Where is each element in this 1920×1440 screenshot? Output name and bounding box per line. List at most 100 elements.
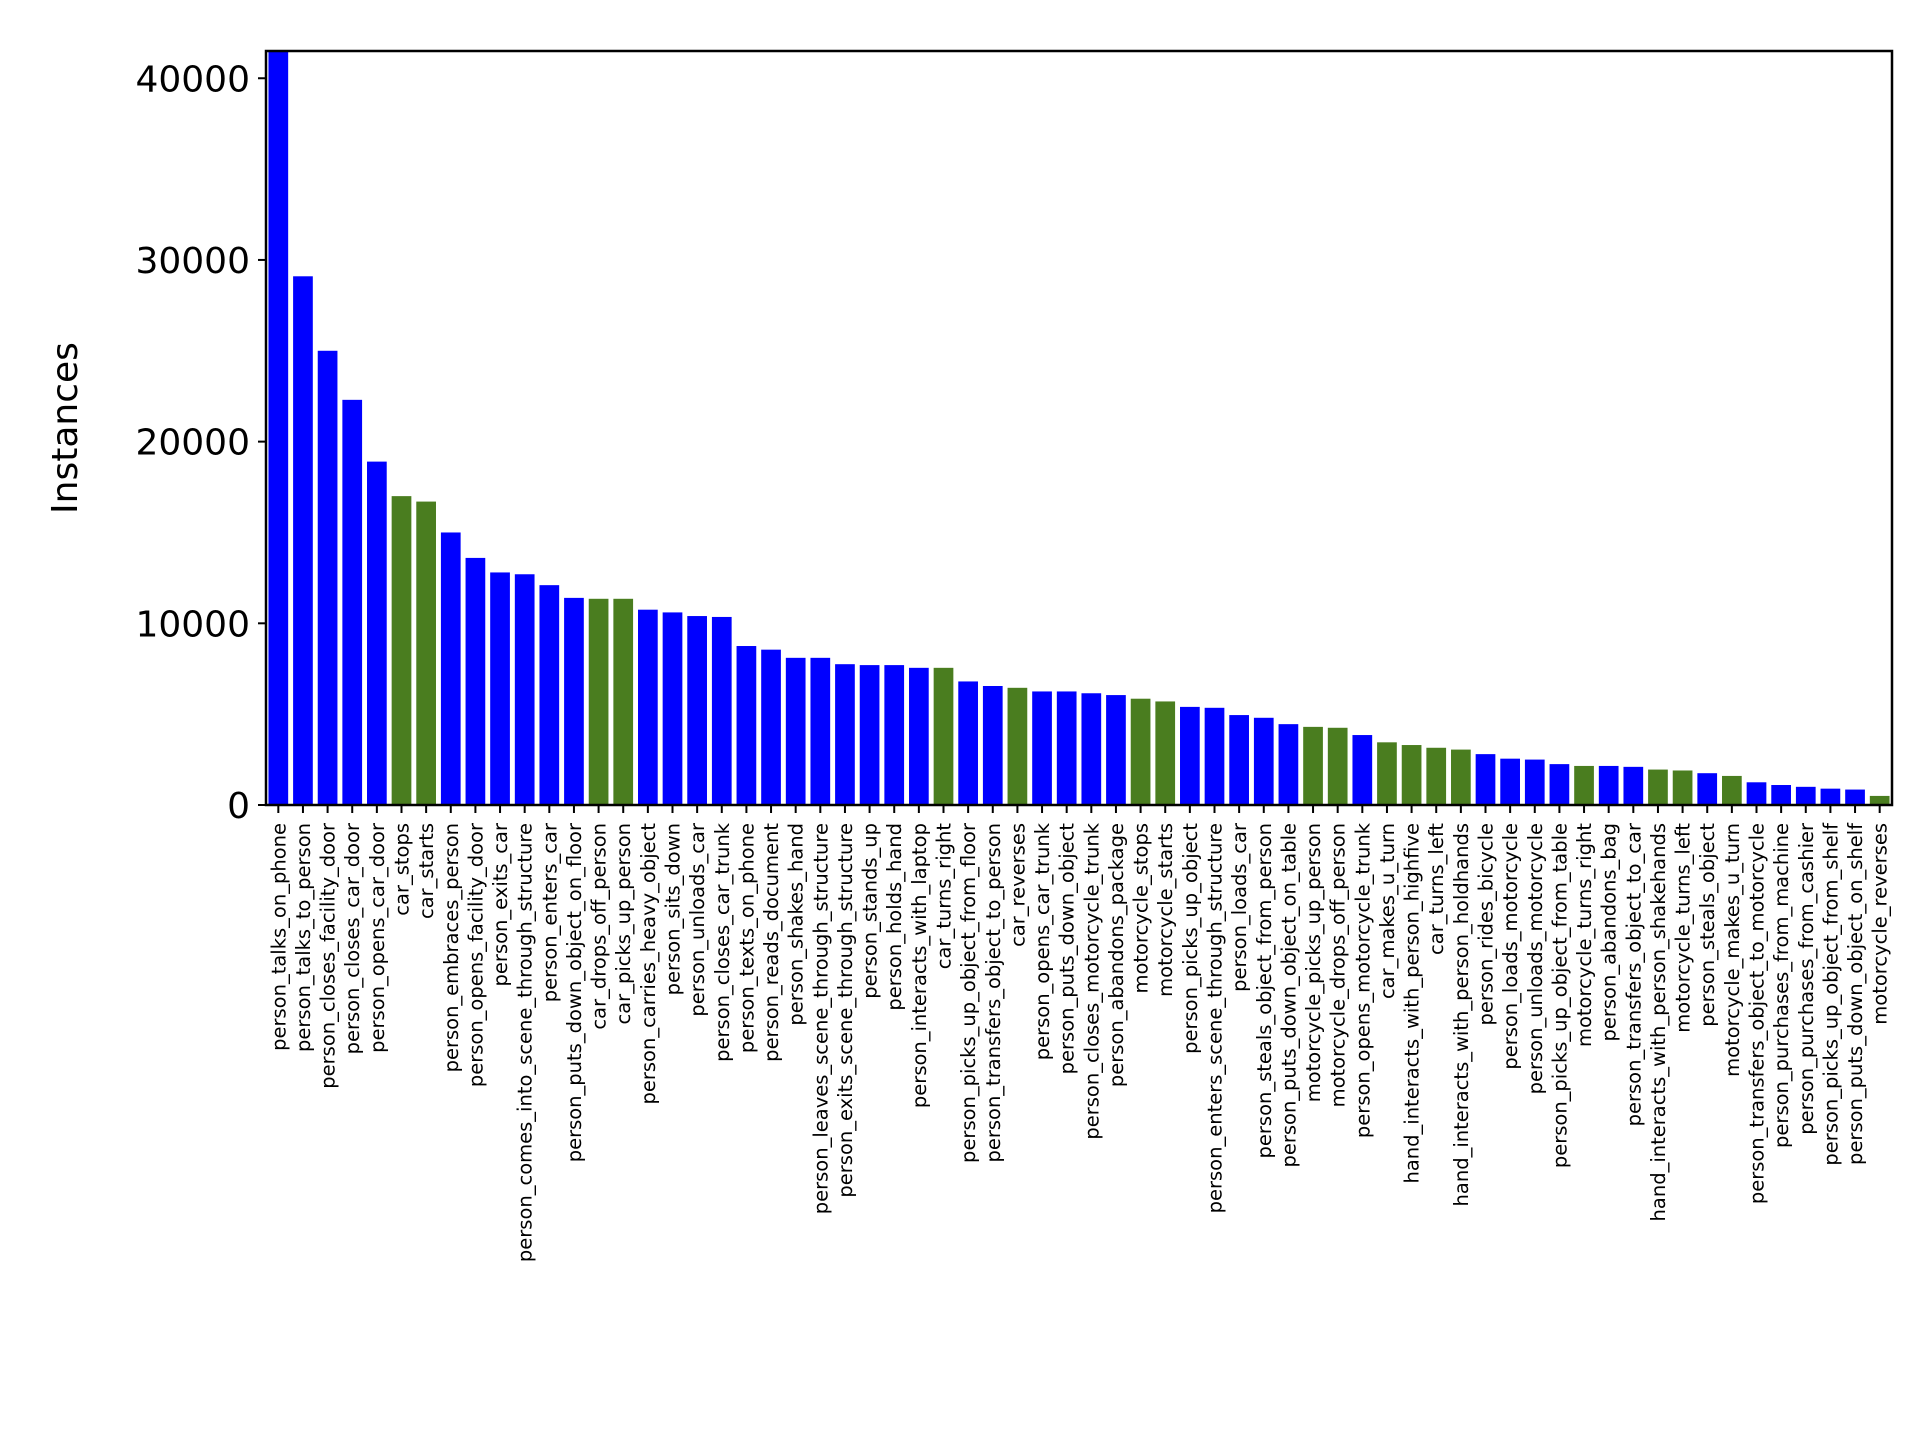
x-tick-label: hand_interacts_with_person_shakehands [1647,823,1670,1221]
x-tick-label: person_reads_document [760,823,783,1062]
x-tick-label: person_purchases_from_machine [1770,823,1793,1148]
bar-motorcycle_turns_left [1672,770,1693,805]
bar-person_exits_scene_through_structure [835,664,855,805]
x-tick-label: car_reverses [1006,823,1029,947]
bar-person_enters_scene_through_structure [1204,707,1225,805]
x-tick-label: person_purchases_from_cashier [1795,822,1818,1135]
y-tick-label: 40000 [135,59,250,100]
bar-person_opens_car_door [367,461,387,805]
bar-person_exits_car [490,572,510,805]
bar-motorcycle_makes_u_turn [1722,775,1742,805]
bar-person_abandons_package [1106,695,1126,805]
bar-motorcycle_turns_right [1574,765,1594,805]
bar-hand_interacts_with_person_highfive [1401,745,1422,805]
bar-motorcycle_reverses [1869,795,1890,805]
bar-motorcycle_drops_off_person [1327,727,1348,805]
x-tick-label: person_carries_heavy_object [637,823,660,1105]
x-tick-label: person_picks_up_object_from_table [1548,823,1571,1168]
x-tick-label: person_interacts_with_laptop [908,823,931,1108]
bar-person_embraces_person [440,532,461,805]
x-tick-label: person_opens_car_trunk [1031,822,1054,1060]
bar-person_picks_up_object_from_floor [958,681,978,805]
x-tick-label: person_unloads_motorcycle [1524,823,1547,1094]
x-tick-label: person_opens_motorcycle_trunk [1351,822,1374,1138]
x-tick-label: person_picks_up_object [1179,823,1202,1054]
x-tick-label: hand_interacts_with_person_holdhands [1450,823,1473,1206]
bar-motorcycle_starts [1155,701,1176,805]
bar-car_drops_off_person [588,598,609,805]
bar-person_opens_motorcycle_trunk [1352,735,1373,805]
bar-motorcycle_picks_up_person [1303,726,1323,805]
bar-person_abandons_bag [1598,765,1619,805]
x-tick-label: person_puts_down_object [1056,823,1079,1075]
y-tick-label: 10000 [135,604,250,645]
x-tick-label: person_picks_up_object_from_shelf [1819,822,1842,1166]
bar-person_unloads_motorcycle [1524,759,1545,805]
bar-person_picks_up_object_from_shelf [1820,788,1841,805]
x-tick-label: motorcycle_turns_left [1672,823,1695,1033]
bar-person_opens_car_trunk [1032,691,1052,805]
x-tick-label: motorcycle_makes_u_turn [1721,823,1744,1077]
bar-person_transfers_object_to_motorcycle [1746,782,1767,805]
bar-person_steals_object_from_person [1253,717,1274,805]
x-tick-label: person_picks_up_object_from_floor [957,822,980,1163]
bar-person_carries_heavy_object [638,609,658,805]
x-tick-label: person_transfers_object_to_person [982,823,1005,1163]
x-tick-label: person_steals_object_from_person [1253,823,1276,1158]
bar-car_reverses [1007,687,1028,805]
bar-person_sits_down [662,612,683,805]
bar-person_holds_hand [884,665,905,805]
x-tick-label: person_stands_up [859,823,882,999]
x-tick-label: person_abandons_package [1105,823,1128,1087]
bar-person_loads_motorcycle [1500,758,1520,805]
x-tick-label: person_loads_motorcycle [1499,823,1522,1070]
bar-person_enters_car [539,585,560,805]
x-tick-label: car_drops_off_person [588,823,611,1030]
x-tick-label: person_closes_car_trunk [711,822,734,1062]
x-tick-label: person_comes_into_scene_through_structur… [514,823,537,1262]
x-axis: person_talks_on_phone person_talks_to_per… [267,805,1892,1262]
x-tick-label: person_leaves_scene_through_structure [809,823,832,1214]
bar-car_turns_right [933,667,954,805]
bar-person_unloads_car [687,616,707,805]
x-tick-label: person_enters_scene_through_structure [1204,823,1227,1213]
x-tick-label: motorcycle_stops [1130,823,1153,994]
x-tick-label: person_talks_on_phone [267,823,290,1051]
bar-person_picks_up_object [1180,706,1200,805]
bar-person_transfers_object_to_car [1623,766,1644,805]
x-tick-label: person_loads_car [1228,822,1251,992]
x-tick-label: motorcycle_drops_off_person [1327,823,1350,1107]
bar-person_texts_on_phone [736,646,757,805]
x-tick-label: car_starts [415,823,438,919]
x-tick-label: person_transfers_object_to_motorcycle [1746,823,1769,1204]
x-tick-label: person_talks_to_person [292,823,315,1052]
x-tick-label: person_rides_bicycle [1475,823,1498,1026]
x-tick-label: person_closes_car_door [341,822,364,1054]
y-axis-title: Instances [45,342,86,514]
bar-person_leaves_scene_through_structure [810,657,831,805]
x-tick-label: motorcycle_starts [1154,823,1177,997]
bar-car_makes_u_turn [1377,742,1397,805]
x-tick-label: person_enters_car [538,822,561,1002]
x-tick-label: person_shakes_hand [785,823,808,1026]
bar-car_turns_left [1426,747,1447,805]
bar-person_purchases_from_cashier [1795,786,1816,805]
bar-hand_interacts_with_person_holdhands [1451,749,1471,805]
bar-person_purchases_from_machine [1771,785,1791,805]
x-tick-label: person_sits_down [662,823,685,995]
x-tick-label: car_turns_left [1425,823,1448,955]
x-tick-label: person_unloads_car [686,822,709,1017]
x-tick-label: person_steals_object [1696,823,1719,1027]
x-tick-label: person_abandons_bag [1598,823,1621,1042]
bar-person_talks_on_phone [268,51,289,805]
x-tick-label: person_closes_motorcycle_trunk [1080,822,1103,1139]
bar-person_stands_up [859,665,880,805]
bar-hand_interacts_with_person_shakehands [1648,769,1668,805]
bar-person_closes_car_door [342,399,363,805]
x-tick-label: car_makes_u_turn [1376,823,1399,999]
plot-frame [264,49,1894,807]
x-tick-label: motorcycle_reverses [1869,823,1892,1025]
y-tick-label: 30000 [135,241,250,282]
y-tick-label: 20000 [135,423,250,464]
